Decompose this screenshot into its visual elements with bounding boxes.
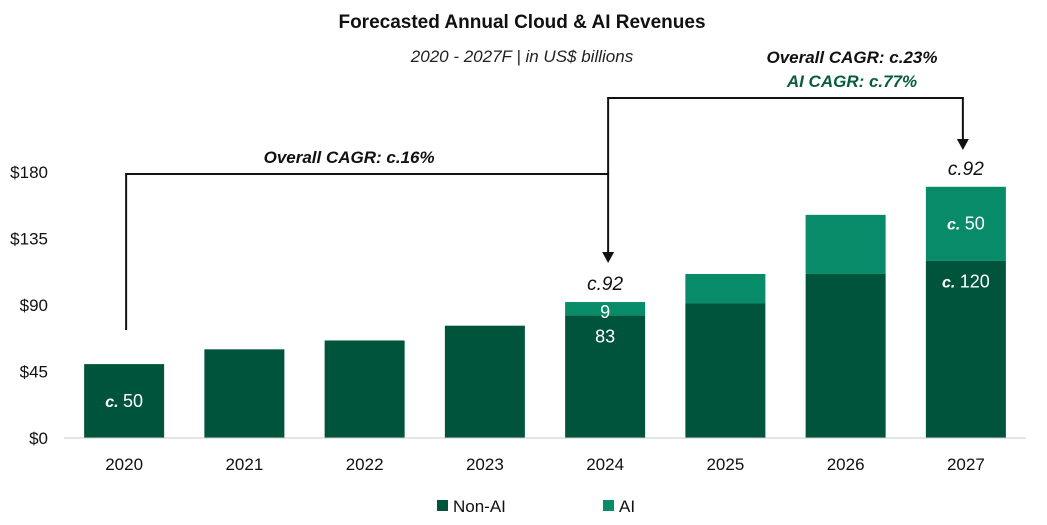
total-label: c.92 bbox=[948, 159, 984, 180]
bar-non-ai-2022 bbox=[324, 340, 405, 438]
cagr-annotations: Overall CAGR: c.16% Overall CAGR: c.23% AI… bbox=[125, 48, 969, 330]
legend-item-non-ai: Non-AI bbox=[437, 497, 506, 516]
y-tick-label: $0 bbox=[29, 429, 48, 448]
y-tick-label: $180 bbox=[10, 163, 48, 182]
legend-label: AI bbox=[619, 497, 635, 516]
bar-labels: c. 50 9 83 c. 50 c. 120 c.92 c.92 bbox=[105, 159, 990, 411]
x-tick-label: 2020 bbox=[105, 455, 143, 474]
x-tick-label: 2026 bbox=[827, 455, 865, 474]
x-tick-label: 2023 bbox=[466, 455, 504, 474]
x-tick-label: 2022 bbox=[346, 455, 384, 474]
arrowhead-2027 bbox=[956, 139, 969, 150]
bar-ai-2025 bbox=[685, 273, 766, 304]
bar-non-ai-2025 bbox=[685, 303, 766, 438]
bar-ai-2027 bbox=[925, 186, 1006, 261]
bar-ai-2024 bbox=[565, 302, 646, 316]
cagr-label-overall-16: Overall CAGR: c.16% bbox=[264, 148, 435, 167]
x-tick-label: 2021 bbox=[225, 455, 263, 474]
cagr-bracket-2024-2027 bbox=[607, 97, 964, 174]
bar-non-ai-2023 bbox=[444, 325, 525, 438]
cagr-bracket-2020-2024 bbox=[125, 173, 610, 330]
cagr-label-ai-77: AI CAGR: c.77% bbox=[786, 72, 917, 91]
bar-non-ai-2024 bbox=[565, 315, 646, 438]
x-tick-label: 2024 bbox=[586, 455, 624, 474]
bar-value-label: c. 120 bbox=[942, 272, 990, 292]
bar-ai-2026 bbox=[805, 214, 886, 274]
legend: Non-AI AI bbox=[437, 497, 635, 516]
bar-value-label: c. 50 bbox=[105, 391, 143, 411]
bar-non-ai-2027 bbox=[925, 260, 1006, 438]
x-tick-label: 2027 bbox=[947, 455, 985, 474]
chart-subtitle: 2020 - 2027F | in US$ billions bbox=[410, 47, 634, 66]
x-axis: 2020 2021 2022 2023 2024 2025 2026 2027 bbox=[105, 455, 985, 474]
y-tick-label: $45 bbox=[20, 363, 48, 382]
legend-swatch bbox=[437, 500, 448, 511]
bar-non-ai-2020 bbox=[84, 364, 165, 438]
x-tick-label: 2025 bbox=[706, 455, 744, 474]
y-tick-label: $90 bbox=[20, 296, 48, 315]
bar-value-label: 83 bbox=[595, 326, 615, 346]
legend-label: Non-AI bbox=[453, 497, 506, 516]
y-tick-label: $135 bbox=[10, 230, 48, 249]
bar-non-ai-2026 bbox=[805, 273, 886, 438]
bar-non-ai-2021 bbox=[204, 349, 285, 438]
cagr-label-overall-23: Overall CAGR: c.23% bbox=[766, 48, 937, 67]
legend-swatch bbox=[603, 500, 614, 511]
bar-value-label: c. 50 bbox=[947, 214, 985, 234]
chart-title: Forecasted Annual Cloud & AI Revenues bbox=[338, 12, 705, 33]
bar-value-label: 9 bbox=[600, 302, 610, 322]
legend-item-ai: AI bbox=[603, 497, 635, 516]
arrowhead-2024 bbox=[602, 252, 615, 263]
bars bbox=[64, 186, 1026, 439]
total-label: c.92 bbox=[587, 274, 623, 295]
y-axis: $0 $45 $90 $135 $180 bbox=[10, 163, 48, 448]
